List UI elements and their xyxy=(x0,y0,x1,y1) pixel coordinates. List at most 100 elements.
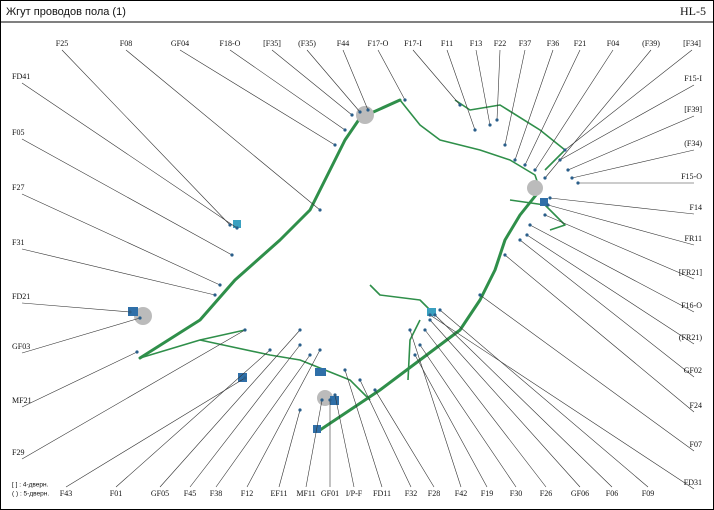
connector-label: GF06 xyxy=(571,489,589,498)
pin xyxy=(428,318,432,322)
pin xyxy=(218,283,222,287)
pin xyxy=(333,143,337,147)
connector-label: F01 xyxy=(110,489,122,498)
connector-label: F06 xyxy=(606,489,618,498)
connector-label: EF11 xyxy=(270,489,287,498)
connector-label: F08 xyxy=(120,39,132,48)
wire xyxy=(369,284,436,316)
connector-label: GF05 xyxy=(151,489,169,498)
leader-line xyxy=(529,224,695,313)
leader-line xyxy=(21,329,246,460)
connector-label: F30 xyxy=(510,489,522,498)
leader-line xyxy=(409,329,462,488)
leader-line xyxy=(125,49,321,211)
leader-line xyxy=(547,204,695,246)
leader-line xyxy=(514,49,554,161)
leader-line xyxy=(564,49,693,151)
leader-line xyxy=(544,214,695,280)
leader-line xyxy=(229,49,346,131)
pin xyxy=(243,376,247,380)
leader-line xyxy=(306,49,361,113)
pin xyxy=(528,223,532,227)
legend-item: [ ] : 4-дверн. xyxy=(12,482,49,489)
pin xyxy=(243,328,247,332)
connector-label: FD21 xyxy=(12,292,30,301)
leader-line xyxy=(359,379,412,488)
pin xyxy=(558,158,562,162)
connector-label: F45 xyxy=(184,489,196,498)
wire xyxy=(318,188,542,432)
pin xyxy=(328,398,332,402)
leader-line xyxy=(504,254,695,413)
wire xyxy=(407,319,421,381)
leader-line xyxy=(475,49,491,126)
pin xyxy=(548,196,552,200)
connector xyxy=(427,308,436,316)
connector-label: GF04 xyxy=(171,39,189,48)
connector-label: [F39] xyxy=(684,105,702,114)
connector xyxy=(233,220,241,228)
connector-label: F24 xyxy=(690,401,702,410)
pin xyxy=(343,368,347,372)
pin xyxy=(533,168,537,172)
pin xyxy=(318,208,322,212)
leader-line xyxy=(559,84,695,161)
connector-label: F26 xyxy=(540,489,552,498)
pin xyxy=(228,223,232,227)
pin xyxy=(403,98,407,102)
leader-line xyxy=(61,49,231,226)
pin xyxy=(408,328,412,332)
pin xyxy=(320,398,324,402)
connector-label: F05 xyxy=(12,128,24,137)
connector-label: MF11 xyxy=(296,489,315,498)
leader-line xyxy=(271,49,353,116)
leader-line xyxy=(374,389,435,488)
pin xyxy=(350,113,354,117)
pin xyxy=(343,128,347,132)
pin xyxy=(428,313,432,317)
grommet xyxy=(527,180,543,196)
pin xyxy=(135,350,139,354)
leader-line xyxy=(21,317,141,354)
leader-line xyxy=(342,49,369,111)
pin xyxy=(570,176,574,180)
connector-label: GF01 xyxy=(321,489,339,498)
leader-line xyxy=(414,354,488,488)
leader-line xyxy=(344,369,383,488)
connector-label: F19 xyxy=(481,489,493,498)
connector xyxy=(315,368,326,376)
leader-line xyxy=(21,193,221,286)
leader-line xyxy=(21,82,238,229)
connector-label: F17-I xyxy=(404,39,422,48)
connector-label: F44 xyxy=(337,39,349,48)
leader-line xyxy=(21,302,131,313)
pin xyxy=(488,123,492,127)
connector-label: F28 xyxy=(428,489,440,498)
title: Жгут проводов пола (1) xyxy=(6,6,126,18)
leader-line xyxy=(446,49,476,131)
pin xyxy=(438,308,442,312)
pin xyxy=(495,118,499,122)
connector-label: F18-O xyxy=(220,39,241,48)
connector-label: F07 xyxy=(690,440,702,449)
leader-line xyxy=(429,319,581,488)
pin xyxy=(268,348,272,352)
leader-line xyxy=(21,351,138,408)
leader-line xyxy=(179,49,336,146)
connector-label: F31 xyxy=(12,238,24,247)
pin xyxy=(358,110,362,114)
connector-label: F13 xyxy=(470,39,482,48)
wire xyxy=(138,98,402,360)
leader-line xyxy=(159,329,301,488)
pin xyxy=(138,316,142,320)
leader-line xyxy=(215,354,311,488)
grommet xyxy=(356,106,374,124)
connector-label: MF21 xyxy=(12,396,32,405)
leader-line xyxy=(334,394,355,488)
leader-line xyxy=(278,409,301,488)
connector-label: F38 xyxy=(210,489,222,498)
leader-line xyxy=(479,294,695,452)
connector-label: (FR21) xyxy=(679,333,702,342)
connector-label: F04 xyxy=(607,39,619,48)
